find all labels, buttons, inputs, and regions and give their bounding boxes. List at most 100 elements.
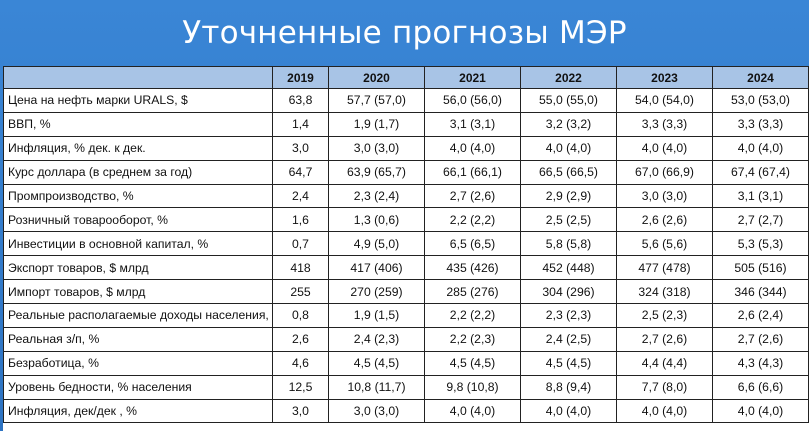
value-cell: 1,4 <box>272 111 329 137</box>
value-cell: 452 (448) <box>520 255 617 281</box>
row-label: Промпроизводство, % <box>3 183 273 209</box>
value-cell: 2,3 (2,3) <box>520 303 617 328</box>
row-label: Цена на нефть марки URALS, $ <box>3 88 273 113</box>
value-cell: 3,0 (3,0) <box>328 398 425 424</box>
value-cell: 8,8 (9,4) <box>520 374 617 400</box>
value-cell: 1,6 <box>272 207 329 233</box>
row-label: Реальная з/п, % <box>3 326 273 352</box>
value-cell: 418 <box>272 255 329 281</box>
value-cell: 2,2 (2,2) <box>424 303 521 328</box>
value-cell: 0,7 <box>272 231 329 257</box>
value-cell: 53,0 (53,0) <box>712 88 809 113</box>
value-cell: 64,7 <box>272 159 329 185</box>
value-cell: 505 (516) <box>712 255 809 281</box>
value-cell: 4,6 <box>272 350 329 376</box>
value-cell: 4,9 (5,0) <box>328 231 425 257</box>
table-row: Цена на нефть марки URALS, $63,8 57,7 (57… <box>3 88 809 113</box>
value-cell: 0,8 <box>272 303 329 328</box>
value-cell: 66,1 (66,1) <box>424 159 521 185</box>
value-cell: 4,5 (4,5) <box>328 350 425 376</box>
value-cell: 2,7 (2,6) <box>424 183 521 209</box>
table-row: Реальная з/п, % 2,6 2,4 (2,3) 2,2 (2,3) 2,4 … <box>3 326 809 352</box>
table-row: Курс доллара (в среднем за год) 64,7 63,9 … <box>3 159 809 185</box>
value-cell: 346 (344) <box>712 279 809 305</box>
header-cell-label <box>3 66 273 89</box>
value-cell: 4,0 (4,0) <box>616 398 713 424</box>
value-cell: 55,0 (55,0) <box>520 88 617 113</box>
value-cell: 435 (426) <box>424 255 521 281</box>
value-cell: 2,9 (2,9) <box>520 183 617 209</box>
value-cell: 270 (259) <box>328 279 425 305</box>
table-header-row: 2019 2020 2021 2022 2023 2024 <box>3 66 809 89</box>
table-row: Импорт товаров, $ млрд 255 270 (259) 285 (2… <box>3 279 809 305</box>
header-cell-year: 2020 <box>328 66 425 89</box>
value-cell: 3,2 (3,2) <box>520 111 617 137</box>
value-cell: 3,1 (3,1) <box>712 183 809 209</box>
value-cell: 67,4 (67,4) <box>712 159 809 185</box>
value-cell: 2,4 (2,5) <box>520 326 617 352</box>
header-cell-year: 2022 <box>520 66 617 89</box>
value-cell: 417 (406) <box>328 255 425 281</box>
value-cell: 7,7 (8,0) <box>616 374 713 400</box>
value-cell: 324 (318) <box>616 279 713 305</box>
table-row: Уровень бедности, % населения 12,5 10,8 (1… <box>3 374 809 400</box>
value-cell: 1,9 (1,7) <box>328 111 425 137</box>
value-cell: 4,4 (4,4) <box>616 350 713 376</box>
value-cell: 3,0 (3,0) <box>616 183 713 209</box>
value-cell: 66,5 (66,5) <box>520 159 617 185</box>
value-cell: 1,3 (0,6) <box>328 207 425 233</box>
table-row: Инвестиции в основной капитал, % 0,7 4,9 (… <box>3 231 809 257</box>
value-cell: 4,0 (4,0) <box>424 398 521 424</box>
value-cell: 67,0 (66,9) <box>616 159 713 185</box>
row-label: Реальные располагаемые доходы населения,… <box>3 303 273 328</box>
value-cell: 2,7 (2,6) <box>616 326 713 352</box>
value-cell: 3,3 (3,3) <box>616 111 713 137</box>
header-cell-year: 2021 <box>424 66 521 89</box>
row-label: Курс доллара (в среднем за год) <box>3 159 273 185</box>
row-label: Экспорт товаров, $ млрд <box>3 255 273 281</box>
value-cell: 57,7 (57,0) <box>328 88 425 113</box>
value-cell: 4,5 (4,5) <box>520 350 617 376</box>
value-cell: 6,6 (6,6) <box>712 374 809 400</box>
table-row: Инфляция, % дек. к дек. 3,0 3,0 (3,0) 4,0 (… <box>3 135 809 161</box>
value-cell: 9,8 (10,8) <box>424 374 521 400</box>
value-cell: 5,3 (5,3) <box>712 231 809 257</box>
value-cell: 6,5 (6,5) <box>424 231 521 257</box>
value-cell: 2,6 (2,4) <box>712 303 809 328</box>
table-row: Инфляция, дек/дек , % 3,0 3,0 (3,0) 4,0 (4,… <box>3 398 809 424</box>
table-row: Розничный товарооборот, % 1,6 1,3 (0,6) 2,2… <box>3 207 809 233</box>
value-cell: 12,5 <box>272 374 329 400</box>
forecast-table: 2019 2020 2021 2022 2023 2024 Цена на нефть м… <box>3 66 809 424</box>
value-cell: 2,2 (2,2) <box>424 207 521 233</box>
table-row: ВВП, % 1,4 1,9 (1,7) 3,1 (3,1) 3,2 (3,2) 3,3 … <box>3 111 809 137</box>
table-row: Экспорт товаров, $ млрд 418 417 (406) 435 (… <box>3 255 809 281</box>
table-body: Цена на нефть марки URALS, $63,8 57,7 (57… <box>3 88 809 424</box>
value-cell: 2,7 (2,6) <box>712 326 809 352</box>
value-cell: 3,0 <box>272 135 329 161</box>
value-cell: 3,1 (3,1) <box>424 111 521 137</box>
value-cell: 304 (296) <box>520 279 617 305</box>
slide-title: Уточненные прогнозы МЭР <box>182 15 627 51</box>
value-cell: 255 <box>272 279 329 305</box>
value-cell: 3,0 <box>272 398 329 424</box>
value-cell: 2,6 (2,6) <box>616 207 713 233</box>
value-cell: 2,2 (2,3) <box>424 326 521 352</box>
value-cell: 2,4 (2,3) <box>328 326 425 352</box>
value-cell: 4,0 (4,0) <box>520 398 617 424</box>
value-cell: 4,0 (4,0) <box>520 135 617 161</box>
value-cell: 4,0 (4,0) <box>616 135 713 161</box>
header-cell-year: 2019 <box>272 66 329 89</box>
table-row: Безработица, % 4,6 4,5 (4,5) 4,5 (4,5) 4,5 (… <box>3 350 809 376</box>
value-cell: 1,9 (1,5) <box>328 303 425 328</box>
value-cell: 3,3 (3,3) <box>712 111 809 137</box>
value-cell: 2,3 (2,4) <box>328 183 425 209</box>
value-cell: 2,5 (2,5) <box>520 207 617 233</box>
row-label: Импорт товаров, $ млрд <box>3 279 273 305</box>
value-cell: 5,6 (5,6) <box>616 231 713 257</box>
header-cell-year: 2024 <box>712 66 809 89</box>
value-cell: 3,0 (3,0) <box>328 135 425 161</box>
value-cell: 4,3 (4,3) <box>712 350 809 376</box>
row-label: Безработица, % <box>3 350 273 376</box>
value-cell: 2,6 <box>272 326 329 352</box>
